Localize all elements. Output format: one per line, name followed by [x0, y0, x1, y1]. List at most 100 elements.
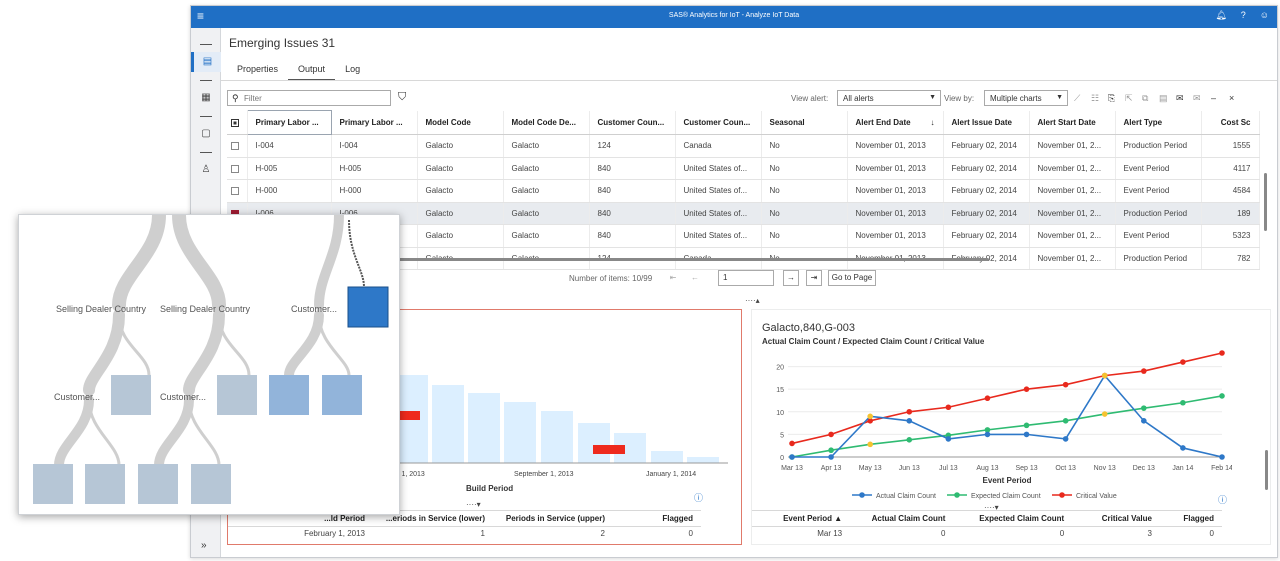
col-cost-score[interactable]: Cost Sc [1201, 110, 1260, 135]
table-row[interactable]: H-005 H-005 Galacto Galacto 840 United States… [227, 157, 1260, 180]
col-primary-labor-1[interactable]: Primary Labor ... [246, 110, 332, 135]
data-point[interactable] [1023, 386, 1030, 392]
col-actual-claim-count[interactable]: Actual Claim Count [850, 510, 954, 527]
tab-output[interactable]: Output [288, 64, 336, 81]
select-all-checkbox[interactable] [227, 110, 248, 135]
chart-panel-right[interactable]: Galacto,840,G-003 Actual Claim Count / E… [751, 309, 1271, 545]
data-point[interactable] [867, 418, 873, 424]
share-icon[interactable]: ⇱ [1125, 93, 1133, 103]
expand-rail-icon[interactable]: » [201, 540, 207, 551]
data-point[interactable] [1219, 393, 1225, 399]
comments-icon[interactable]: ✉ [1193, 93, 1201, 103]
first-page-button[interactable]: ⇤ [669, 273, 677, 282]
data-point[interactable] [1101, 411, 1108, 417]
col-customer-country[interactable]: Customer Coun... [675, 110, 762, 135]
table-row[interactable]: February 1, 2013 1 2 0 [228, 527, 701, 541]
last-page-button[interactable]: ⇥ [806, 270, 822, 286]
data-point[interactable] [1180, 445, 1186, 451]
data-point[interactable] [1141, 418, 1147, 424]
data-point[interactable] [1062, 418, 1069, 424]
data-point[interactable] [1141, 405, 1147, 411]
table-row[interactable]: Mar 13 0 0 3 0 [752, 527, 1222, 541]
data-point[interactable] [789, 440, 795, 447]
panel-scrollbar[interactable] [1265, 450, 1268, 490]
bar[interactable] [432, 385, 464, 463]
col-seasonal[interactable]: Seasonal [761, 110, 848, 135]
data-point[interactable] [906, 418, 913, 424]
document-icon[interactable]: ▤ [1159, 93, 1168, 103]
bell-icon[interactable]: 🔔︎ [1215, 10, 1227, 20]
col-periods-upper[interactable]: Periods in Service (upper) [493, 510, 613, 527]
data-point[interactable] [945, 404, 952, 411]
horizontal-scrollbar[interactable] [227, 258, 989, 261]
rail-users-icon[interactable]: ♙ [201, 164, 211, 175]
view-alert-select[interactable]: All alerts ▼ [837, 90, 941, 106]
go-to-page-button[interactable]: Go to Page [828, 270, 876, 286]
table-icon[interactable]: ☷ [1091, 93, 1100, 103]
view-by-select[interactable]: Multiple charts ▼ [984, 90, 1068, 106]
data-point[interactable] [984, 431, 991, 438]
data-point[interactable] [1180, 399, 1186, 406]
data-point[interactable] [1023, 422, 1030, 429]
col-expected-claim-count[interactable]: Expected Claim Count [953, 510, 1073, 527]
copy-icon[interactable]: ⧉ [1142, 93, 1149, 103]
close-icon[interactable]: × [1229, 93, 1235, 103]
col-primary-labor-2[interactable]: Primary Labor ... [331, 110, 418, 135]
rail-output-icon[interactable]: ▤ [191, 52, 221, 72]
table-row[interactable]: I-004 I-004 Galacto Galacto 124 Canada No Novem… [227, 134, 1260, 158]
flagged-bar[interactable] [396, 411, 420, 420]
data-point[interactable] [1141, 368, 1147, 374]
col-event-period[interactable]: Event Period ▲ [752, 510, 851, 527]
data-point[interactable] [867, 413, 873, 420]
data-point[interactable] [1180, 359, 1186, 365]
line-chart-icon[interactable]: ⟋ [1074, 93, 1081, 103]
funnel-icon[interactable]: ⛉ [398, 91, 407, 103]
col-alert-issue-date[interactable]: Alert Issue Date [943, 110, 1030, 135]
info-icon[interactable]: ⓘ [694, 493, 704, 503]
table-row[interactable]: H-000 H-000 Galacto Galacto 840 United States… [227, 179, 1260, 203]
data-point[interactable] [1219, 454, 1225, 460]
bar[interactable] [651, 451, 683, 463]
vertical-scrollbar[interactable] [1264, 173, 1267, 231]
legend-item-0[interactable]: Actual Claim Count [852, 492, 936, 500]
col-alert-end-date[interactable]: Alert End Date ↓ [847, 110, 944, 135]
data-point[interactable] [1219, 350, 1225, 356]
col-flagged[interactable]: Flagged [1159, 510, 1222, 527]
minimize-icon[interactable]: – [1211, 93, 1217, 103]
data-point[interactable] [984, 395, 991, 402]
table-row[interactable]: Galacto Galacto 840 United States of... No No… [227, 224, 1260, 248]
col-flagged[interactable]: Flagged [613, 510, 701, 527]
user-icon[interactable]: ☺ [1259, 10, 1269, 20]
menu-icon[interactable]: ≡ [197, 9, 205, 23]
bar[interactable] [504, 402, 536, 463]
col-periods-lower[interactable]: ...eriods in Service (lower) [373, 510, 493, 527]
tab-properties[interactable]: Properties [237, 64, 279, 74]
splitter-handle[interactable]: ····▾ [466, 500, 481, 509]
comment-icon[interactable]: ✉ [1176, 93, 1184, 103]
next-page-button[interactable]: → [783, 270, 799, 286]
info-icon[interactable]: ⓘ [1218, 495, 1228, 505]
page-number-input[interactable]: 1 [718, 270, 774, 286]
rail-document-icon[interactable]: ▢ [201, 128, 211, 139]
col-alert-type[interactable]: Alert Type [1115, 110, 1202, 135]
flagged-bar[interactable] [593, 445, 625, 454]
rail-data-icon[interactable]: ▦ [201, 92, 211, 103]
prev-page-button[interactable]: ← [691, 273, 699, 282]
col-critical-value[interactable]: Critical Value [1072, 510, 1160, 527]
data-point[interactable] [1023, 431, 1030, 438]
row-checkbox[interactable] [227, 179, 248, 203]
filter-input[interactable] [244, 92, 384, 104]
data-point[interactable] [1101, 372, 1108, 379]
splitter-handle[interactable]: ····▾ [984, 503, 999, 512]
col-model-code[interactable]: Model Code [417, 110, 504, 135]
data-point[interactable] [984, 427, 991, 433]
data-point[interactable] [789, 454, 795, 460]
help-icon[interactable]: ? [1240, 10, 1246, 20]
col-model-code-desc[interactable]: Model Code De... [503, 110, 590, 135]
data-point[interactable] [906, 408, 913, 415]
col-alert-start-date[interactable]: Alert Start Date [1029, 110, 1116, 135]
legend-item-2[interactable]: Critical Value [1052, 492, 1117, 500]
legend-item-1[interactable]: Expected Claim Count [947, 492, 1041, 500]
tab-log[interactable]: Log [345, 64, 361, 74]
data-point[interactable] [828, 431, 834, 438]
